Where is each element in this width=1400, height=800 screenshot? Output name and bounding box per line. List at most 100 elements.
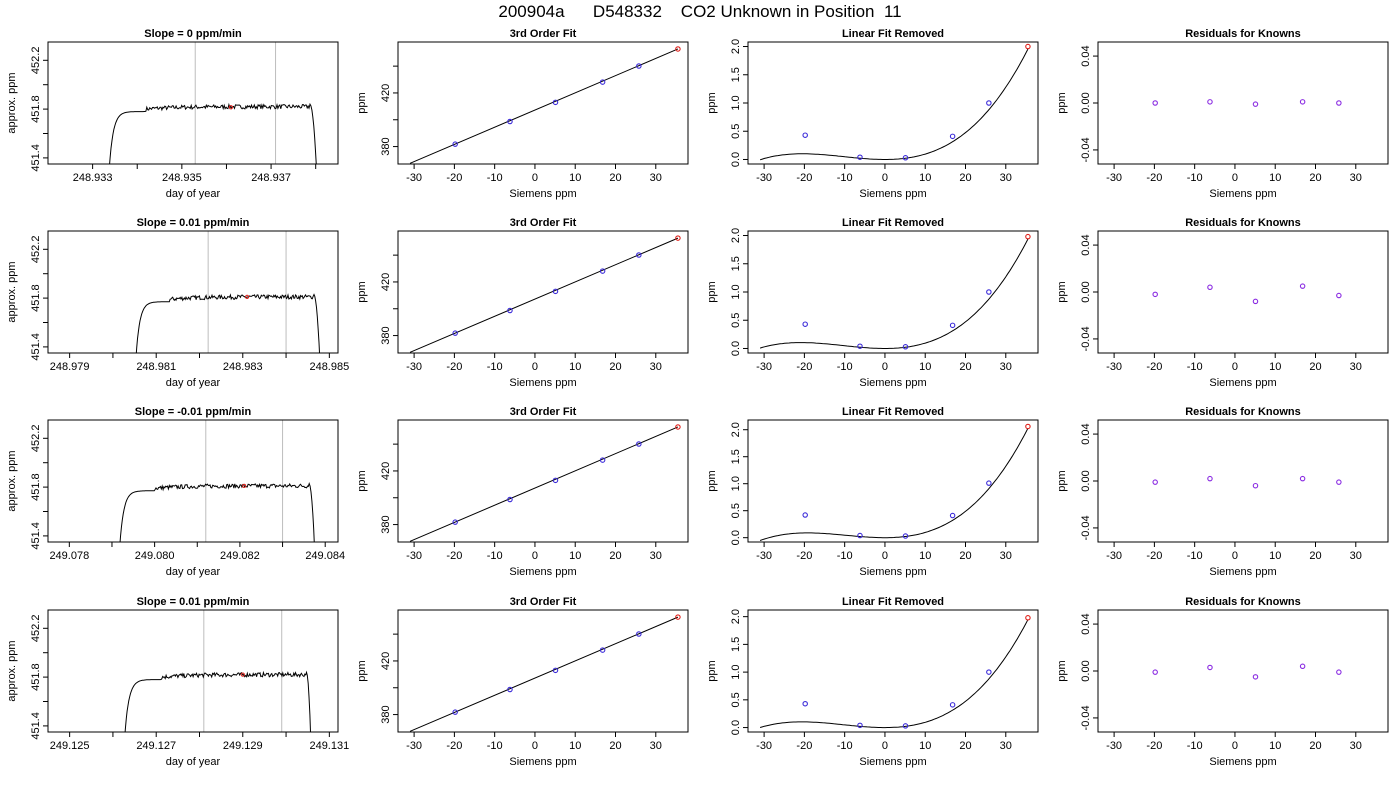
- y-axis-label: ppm: [1056, 470, 1068, 491]
- y-tick-label: 1.5: [730, 256, 742, 271]
- y-tick-label: 380: [380, 137, 392, 155]
- x-tick-label: -30: [406, 361, 422, 373]
- x-tick-label: -10: [487, 740, 503, 752]
- plot-area: [409, 235, 681, 353]
- x-axis-label: Siemens ppm: [509, 756, 576, 768]
- panel-title: Linear Fit Removed: [842, 406, 944, 418]
- known-point: [857, 154, 863, 160]
- known-point: [1207, 664, 1213, 671]
- y-tick-label: 452.2: [30, 236, 42, 264]
- x-tick-label: -10: [837, 550, 853, 562]
- plot-frame: [747, 419, 1039, 543]
- x-tick-label: 248.937: [251, 172, 291, 184]
- x-axis-label: Siemens ppm: [859, 566, 926, 578]
- fit-line: [409, 616, 679, 732]
- known-point: [636, 441, 642, 447]
- x-tick-label: 0: [1232, 172, 1238, 184]
- known-point: [452, 709, 458, 715]
- x-tick-label: -20: [796, 361, 812, 373]
- known-point: [949, 512, 956, 519]
- known-point: [636, 63, 642, 69]
- x-tick-label: -20: [446, 740, 462, 752]
- x-tick-label: 0: [882, 172, 888, 184]
- known-point: [1252, 298, 1259, 305]
- fit-line: [409, 426, 679, 542]
- y-axis-label: ppm: [706, 92, 718, 113]
- known-point: [1336, 100, 1342, 106]
- known-point: [636, 631, 642, 637]
- known-point: [1252, 101, 1259, 107]
- known-point: [949, 133, 956, 140]
- x-tick-label: 30: [650, 740, 662, 752]
- x-tick-label: 248.981: [136, 361, 176, 373]
- x-tick-label: -10: [1187, 361, 1203, 373]
- x-tick-label: -30: [756, 172, 772, 184]
- y-tick-label: 452.2: [30, 47, 42, 75]
- known-point: [857, 343, 863, 349]
- y-tick-label: 0.0: [730, 530, 742, 545]
- x-tick-label: -30: [1106, 740, 1122, 752]
- x-tick-label: -20: [1146, 361, 1162, 373]
- y-axis-label: ppm: [706, 281, 718, 302]
- y-tick-label: -0.04: [1080, 515, 1092, 540]
- known-point: [802, 700, 808, 707]
- x-tick-label: 20: [1309, 550, 1321, 562]
- x-tick-label: -30: [406, 740, 422, 752]
- panel-title: Linear Fit Removed: [842, 28, 944, 40]
- x-tick-label: 0: [532, 740, 538, 752]
- x-tick-label: 0: [532, 550, 538, 562]
- panel-linear_removed-row-4: Linear Fit Removed -30 -20 -10 0 10 20 30 0.0 0.5…: [706, 596, 1039, 768]
- x-tick-label: 10: [569, 361, 581, 373]
- x-tick-label: -10: [487, 550, 503, 562]
- plot-area: [1152, 99, 1342, 107]
- panel-fit-row-4: 3rd Order Fit -30 -20 -10 0 10 20 30 380 420 Sieme…: [356, 596, 689, 768]
- plot-area: [1152, 663, 1342, 680]
- x-tick-label: -10: [1187, 740, 1203, 752]
- panel-trace-row-2: Slope = 0.01 ppm/min 248.979 248.981 248.98…: [6, 217, 349, 389]
- known-point: [986, 669, 992, 675]
- x-tick-label: -30: [756, 740, 772, 752]
- x-tick-label: 10: [1269, 740, 1281, 752]
- known-point: [1299, 283, 1306, 289]
- y-axis-label: ppm: [706, 470, 718, 491]
- known-point: [1299, 99, 1306, 105]
- trace-line: [119, 482, 315, 542]
- x-tick-label: 0: [1232, 361, 1238, 373]
- x-tick-label: -30: [1106, 361, 1122, 373]
- y-tick-label: 380: [380, 515, 392, 533]
- x-tick-label: -20: [446, 172, 462, 184]
- y-tick-label: 0.00: [1080, 92, 1092, 113]
- y-tick-label: 2.0: [730, 228, 742, 243]
- panel-linear_removed-row-1: Linear Fit Removed -30 -20 -10 0 10 20 30 0.0 0.5…: [706, 28, 1039, 200]
- y-tick-label: 452.2: [30, 425, 42, 453]
- x-axis-label: day of year: [166, 756, 221, 768]
- x-tick-label: 248.985: [309, 361, 349, 373]
- x-tick-label: -10: [1187, 172, 1203, 184]
- unknown-point: [1025, 233, 1031, 240]
- x-tick-label: 249.127: [136, 740, 176, 752]
- plot-frame: [47, 230, 339, 354]
- x-tick-label: 10: [919, 172, 931, 184]
- known-point: [552, 477, 559, 484]
- x-tick-label: -30: [406, 172, 422, 184]
- x-tick-label: 20: [959, 172, 971, 184]
- x-tick-label: 10: [1269, 361, 1281, 373]
- y-tick-label: 0.04: [1080, 613, 1092, 634]
- known-point: [507, 307, 513, 314]
- known-point: [552, 99, 559, 106]
- y-tick-label: 451.8: [30, 95, 42, 123]
- plot-frame: [47, 419, 339, 543]
- unknown-point: [675, 46, 681, 52]
- trace-line: [109, 102, 317, 164]
- x-tick-label: 0: [882, 550, 888, 562]
- known-point: [599, 79, 606, 85]
- plot-frame: [747, 41, 1039, 165]
- known-point: [802, 512, 808, 518]
- residual-curve: [759, 238, 1029, 349]
- panel-title: 3rd Order Fit: [510, 596, 577, 608]
- y-tick-label: 451.4: [30, 522, 42, 550]
- known-point: [1152, 479, 1158, 485]
- y-axis-label: ppm: [356, 92, 368, 113]
- plot-area: [759, 233, 1031, 350]
